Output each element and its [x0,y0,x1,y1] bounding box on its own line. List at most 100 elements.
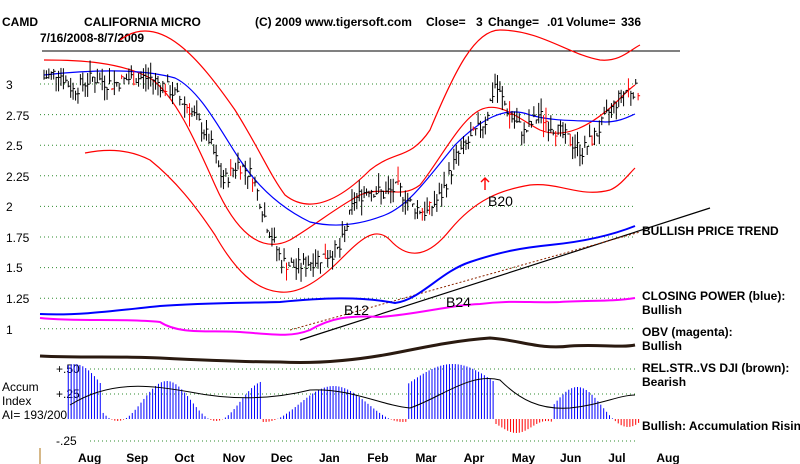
price-bar [53,68,56,80]
moving-average-blue [43,70,636,226]
price-bar [62,68,66,90]
price-bar [138,73,141,87]
price-bar [460,140,464,150]
price-bar [363,186,367,199]
price-bar [324,243,328,259]
change-label: Change= [488,15,539,29]
price-bar [336,246,340,250]
price-bar [472,126,476,131]
price-bar [213,144,216,155]
price-bar [242,164,245,168]
price-bar [130,65,134,79]
price-bar [116,81,119,87]
price-bar [370,189,374,202]
price-bar [218,160,221,168]
price-bar [172,81,175,105]
company-name: CALIFORNIA MICRO [84,15,201,29]
price-bar [111,88,114,91]
price-bar [82,72,85,92]
price-bars [43,60,641,282]
price-bar [448,162,451,175]
price-bar [133,71,136,86]
price-bar [300,262,304,282]
price-bar [84,82,88,97]
price-bar [426,197,430,214]
signal-b24: B24 [446,294,471,310]
price-bar [562,122,565,139]
price-bar [475,128,478,136]
price-bar [383,190,386,199]
price-bar [140,71,143,80]
price-bar [157,75,160,96]
relstr-state: Bearish [642,375,686,389]
price-bar [574,134,578,159]
price-bar [232,167,236,178]
price-bar [598,120,602,145]
price-tick-125: 1.25 [6,292,30,306]
price-bar [509,101,512,129]
price-bar [470,121,473,137]
price-bar [256,188,260,201]
price-bar [557,124,561,136]
price-bar [438,182,442,195]
price-bar [465,139,468,150]
price-bar [135,78,139,83]
accum-label-3: AI= 193/200 [2,408,67,422]
price-bar [254,176,257,187]
price-bar [378,173,381,194]
price-bar [169,85,173,99]
price-bar [373,194,376,198]
price-bar [43,69,46,80]
price-bar [446,183,449,198]
price-bar [387,176,391,195]
price-bar [239,165,243,180]
price-bar [535,119,539,124]
price-bar [349,209,352,215]
price-bar [564,123,568,144]
price-bar [94,77,97,93]
price-bar [380,189,384,205]
price-bar [152,79,156,95]
price-bar [310,261,313,271]
price-bar [392,178,396,203]
price-bar [402,196,405,212]
volume-value: 336 [621,15,641,29]
price-bar [404,190,408,215]
price-bar [414,208,418,220]
price-bar [77,87,80,104]
price-bar [164,83,168,97]
price-bar [463,136,466,155]
price-bar [89,60,93,85]
price-bar [637,92,641,101]
price-bar [518,113,522,123]
price-bar [92,76,95,82]
price-bar [65,75,68,83]
price-bar [244,160,248,185]
price-bar [264,202,267,218]
price-bar [589,124,592,138]
price-bar [198,113,202,121]
accum-tick-neg25: -.25 [56,434,77,448]
price-bar [227,177,231,188]
price-bar [237,152,240,170]
price-bar [606,99,609,113]
price-bar [181,103,185,105]
price-bar [385,181,388,194]
price-bar [429,201,432,215]
price-bar [99,72,102,81]
price-bar [450,170,454,185]
price-tick-275: 2.75 [6,109,30,123]
bullish-trend-label: BULLISH PRICE TREND [642,224,779,238]
price-bar [596,132,599,137]
price-bar [487,111,490,121]
price-bar [45,70,49,79]
price-bar [572,136,575,160]
obv-line [39,297,636,336]
price-bar [436,194,439,212]
price-bar [632,92,636,100]
price-bar [269,231,272,239]
price-bar [249,157,253,178]
gridlines [40,83,635,442]
accum-label-2: Index [2,394,31,408]
price-bar [625,89,628,93]
